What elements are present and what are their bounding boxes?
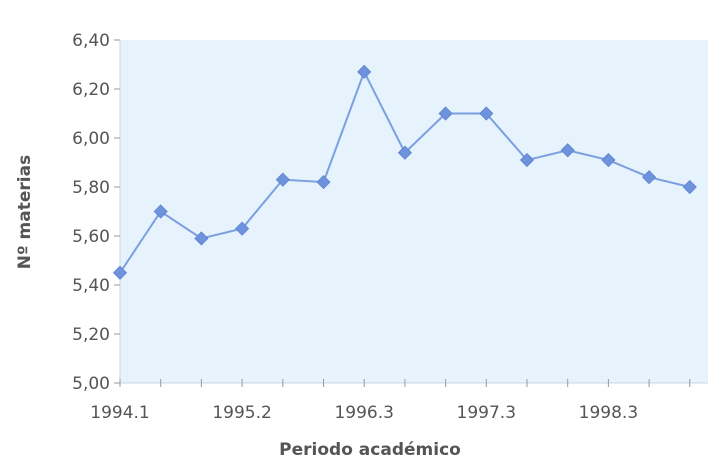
data-point-marker — [438, 106, 453, 121]
data-point-marker — [519, 152, 535, 168]
x-tick-label: 1995.2 — [212, 403, 271, 423]
data-point-marker — [397, 145, 412, 160]
y-tick-label: 5,00 — [72, 374, 110, 394]
x-axis-label: Periodo académico — [279, 440, 461, 460]
y-tick-label: 5,20 — [72, 325, 110, 345]
data-point-marker — [112, 265, 128, 280]
data-point-marker — [275, 172, 290, 187]
y-axis-ticks: 5,00 5,20 5,40 5,60 5,80 6,00 6,20 6,40 — [72, 31, 120, 394]
y-axis-label: Nº materias — [15, 155, 35, 269]
y-tick-label: 5,80 — [72, 178, 110, 198]
data-point-marker — [194, 231, 209, 246]
data-point-marker — [479, 106, 494, 121]
y-tick-label: 5,40 — [72, 276, 110, 296]
y-tick-label: 6,20 — [72, 80, 110, 100]
data-point-marker — [357, 64, 372, 79]
x-axis-ticks: 1994.1 1995.2 1996.3 1997.3 1998.3 — [90, 379, 691, 423]
x-tick-label: 1996.3 — [334, 403, 393, 423]
data-point-marker — [601, 152, 616, 168]
y-tick-label: 6,40 — [72, 31, 110, 51]
plot-area — [120, 40, 708, 383]
data-point-marker — [153, 204, 168, 219]
x-tick-label: 1997.3 — [457, 403, 516, 423]
data-point-marker — [316, 175, 331, 190]
data-point-marker — [235, 221, 250, 236]
data-point-marker — [560, 143, 575, 158]
y-tick-label: 6,00 — [72, 129, 110, 149]
x-tick-label: 1998.3 — [579, 403, 638, 423]
x-tick-label: 1994.1 — [90, 403, 149, 423]
data-point-marker — [642, 170, 657, 185]
y-tick-label: 5,60 — [72, 227, 110, 247]
series-group — [112, 64, 697, 280]
data-point-marker — [682, 179, 697, 195]
